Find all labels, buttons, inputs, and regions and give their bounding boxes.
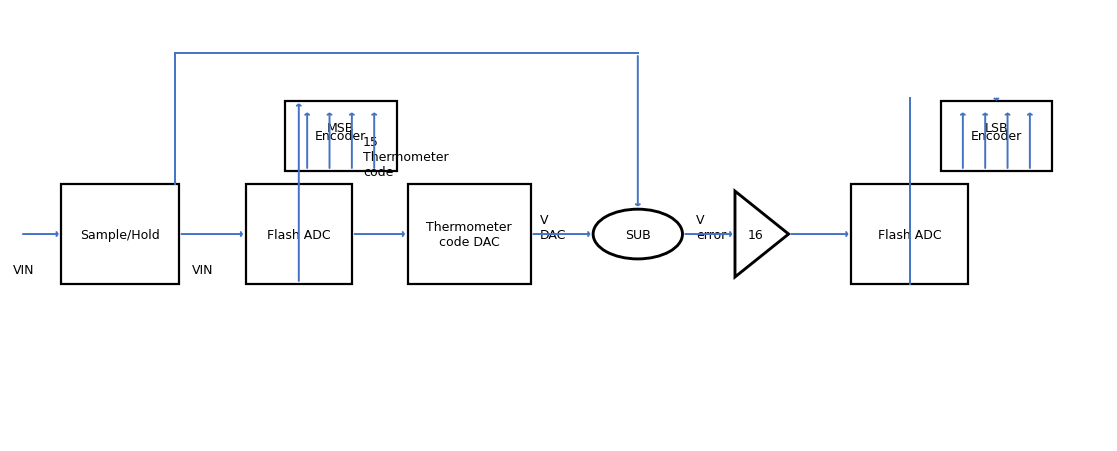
Text: VIN: VIN [13,264,35,277]
FancyBboxPatch shape [408,185,531,284]
Text: Flash ADC: Flash ADC [878,228,942,241]
Text: Flash ADC: Flash ADC [267,228,331,241]
Text: Encoder: Encoder [315,130,366,143]
Text: V
DAC: V DAC [540,214,566,242]
Ellipse shape [593,210,682,259]
FancyBboxPatch shape [61,185,179,284]
FancyBboxPatch shape [851,185,968,284]
Text: 15
Thermometer
code: 15 Thermometer code [363,135,449,178]
Polygon shape [735,192,789,277]
FancyBboxPatch shape [941,101,1052,171]
Text: LSB: LSB [984,122,1009,135]
Text: V
error: V error [696,214,726,242]
Text: SUB: SUB [624,228,651,241]
Text: MSB: MSB [327,122,354,135]
Text: 16: 16 [747,228,763,241]
Text: Thermometer
code DAC: Thermometer code DAC [427,221,512,249]
Text: Sample/Hold: Sample/Hold [80,228,160,241]
FancyBboxPatch shape [246,185,352,284]
Text: Encoder: Encoder [971,130,1022,143]
FancyBboxPatch shape [285,101,397,171]
Text: VIN: VIN [192,264,213,277]
